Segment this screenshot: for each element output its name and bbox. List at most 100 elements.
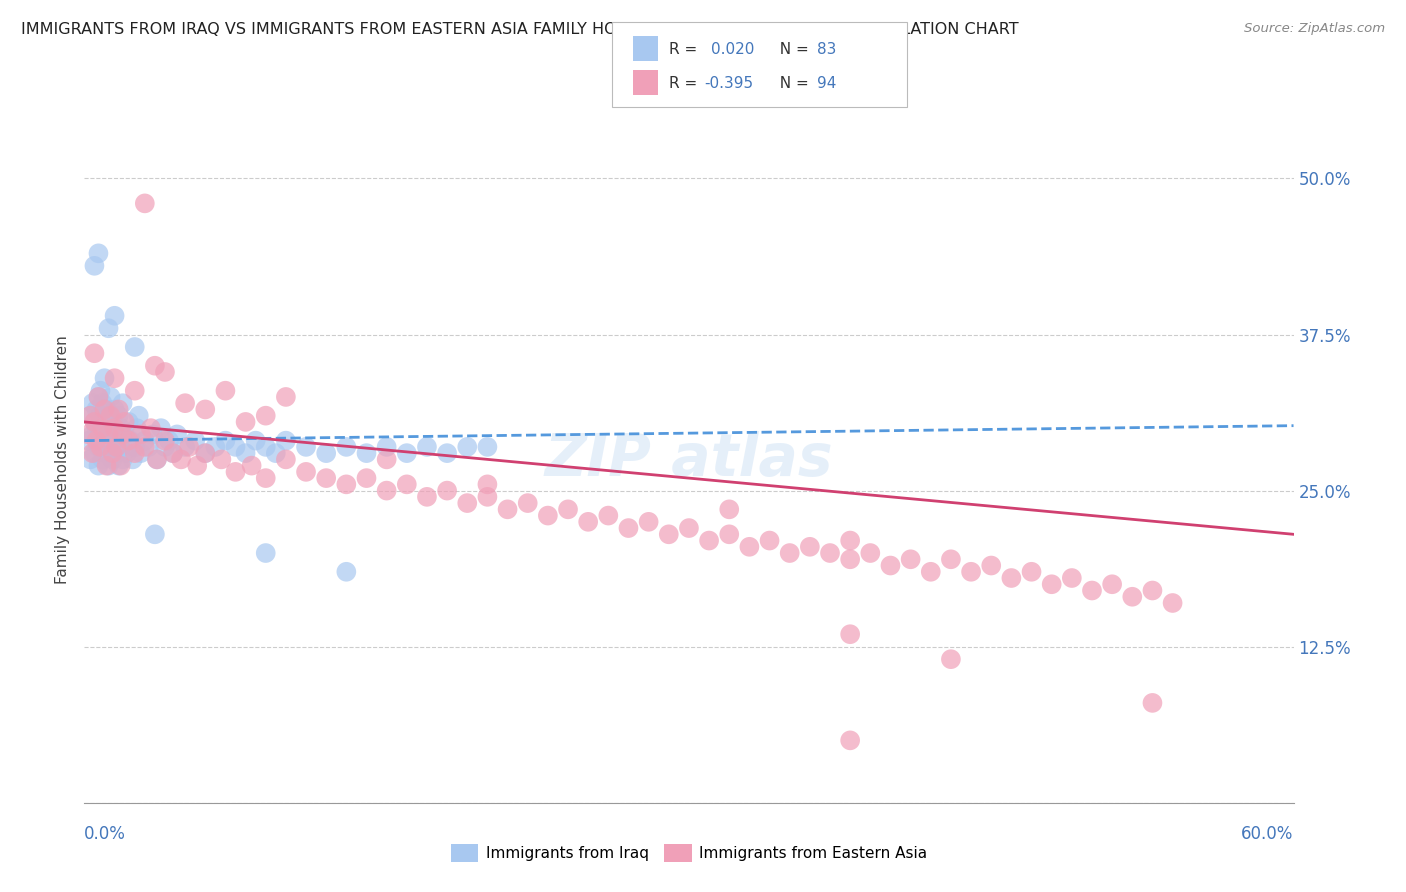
Point [93,440,115,454]
Point [96,446,118,460]
Point [129,427,152,442]
Point [83,346,105,360]
Point [758,533,780,548]
Point [143,527,166,541]
Point [96,427,118,442]
Point [87,390,110,404]
Point [125,421,148,435]
Point [194,446,217,460]
Point [879,558,901,573]
Text: N =: N = [770,42,814,57]
Point [839,733,862,747]
Point [839,533,862,548]
Point [477,440,499,454]
Point [658,527,681,541]
Point [91,452,114,467]
Point [97,458,120,473]
Point [105,427,128,442]
Point [83,259,105,273]
Point [225,440,247,454]
Point [128,409,150,423]
Point [818,546,841,560]
Point [295,465,318,479]
Point [436,446,458,460]
Point [118,434,141,448]
Point [718,502,741,516]
Point [375,452,398,467]
Point [194,446,217,460]
Point [82,396,104,410]
Point [799,540,821,554]
Point [235,446,257,460]
Point [274,452,297,467]
Point [1081,583,1104,598]
Point [395,446,418,460]
Point [111,452,134,467]
Point [105,446,128,460]
Point [110,440,132,454]
Point [138,440,160,454]
Y-axis label: Family Households with Children: Family Households with Children [55,335,70,583]
Point [274,434,297,448]
Point [87,440,110,454]
Point [124,384,146,398]
Point [93,415,115,429]
Point [225,465,247,479]
Point [315,471,337,485]
Point [859,546,882,560]
Text: 60.0%: 60.0% [1241,825,1294,843]
Point [204,440,226,454]
Point [83,415,105,429]
Point [82,427,104,442]
Point [104,402,127,417]
Point [107,402,129,417]
Point [184,434,207,448]
Point [91,421,114,435]
Point [1060,571,1083,585]
Point [335,440,357,454]
Point [678,521,700,535]
Point [83,446,105,460]
Point [356,471,378,485]
Point [83,415,105,429]
Point [295,440,318,454]
Point [315,446,337,460]
Point [104,309,127,323]
Point [186,458,208,473]
Text: ZIP atlas: ZIP atlas [544,431,834,488]
Point [77,427,100,442]
Point [274,390,297,404]
Point [139,421,162,435]
Point [153,365,176,379]
Point [149,421,172,435]
Point [637,515,659,529]
Point [335,477,357,491]
Point [254,546,277,560]
Point [79,409,101,423]
Point [114,427,136,442]
Point [718,527,741,541]
Point [124,440,146,454]
Point [104,371,127,385]
Point [939,652,962,666]
Point [356,446,378,460]
Text: 0.0%: 0.0% [84,825,127,843]
Point [477,490,499,504]
Point [134,434,156,448]
Point [101,415,124,429]
Point [93,371,115,385]
Point [97,427,120,442]
Point [395,477,418,491]
Point [153,440,176,454]
Point [153,434,176,448]
Point [111,427,134,442]
Point [97,321,120,335]
Point [86,434,108,448]
Point [124,340,146,354]
Point [146,452,169,467]
Point [89,427,111,442]
Point [89,440,111,454]
Point [100,421,122,435]
Point [87,246,110,260]
Text: 83: 83 [817,42,837,57]
